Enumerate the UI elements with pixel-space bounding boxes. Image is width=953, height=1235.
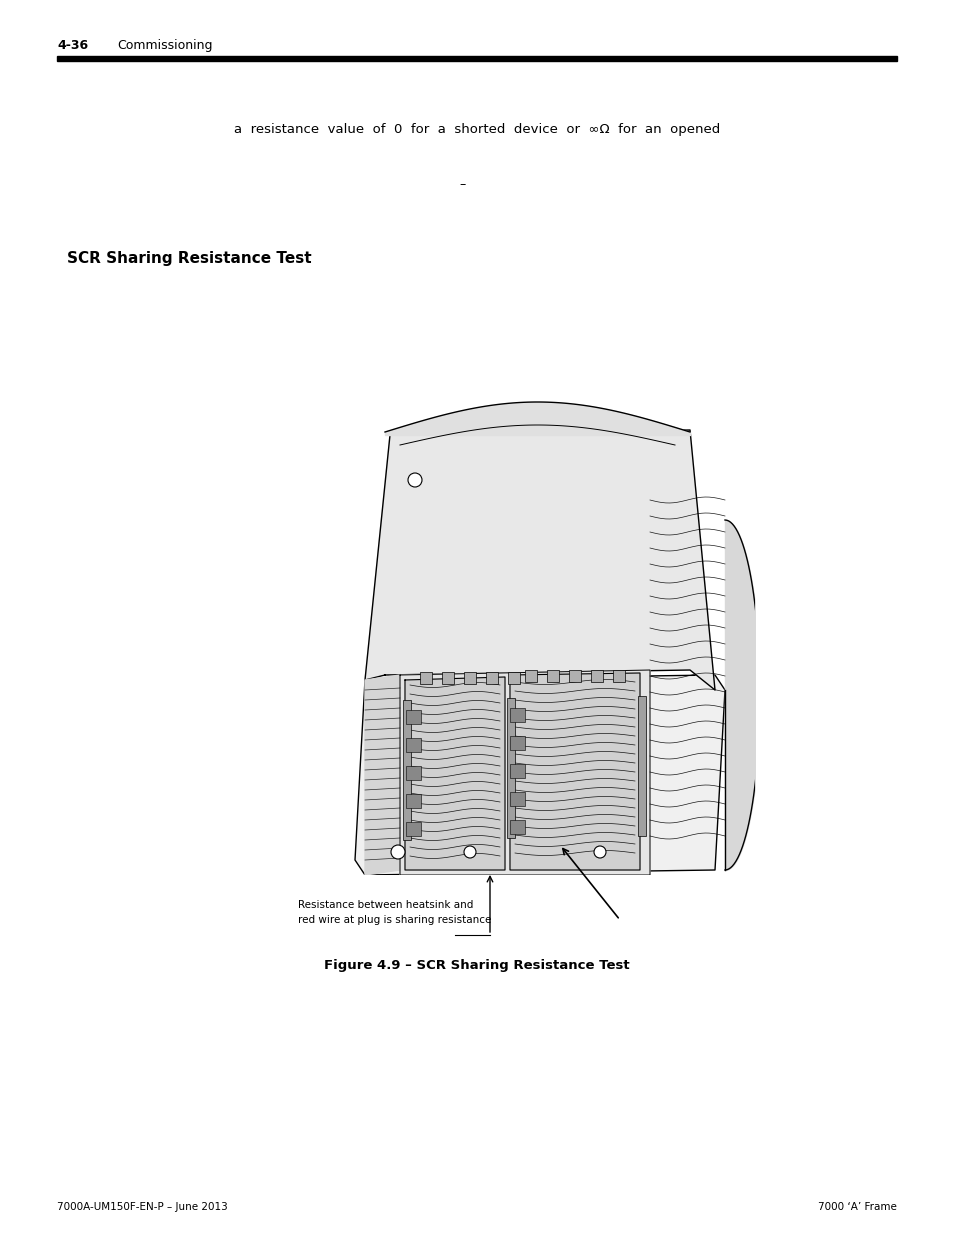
Text: a  resistance  value  of  0  for  a  shorted  device  or  ∞Ω  for  an  opened: a resistance value of 0 for a shorted de… (233, 124, 720, 137)
Text: red wire at plug is sharing resistance: red wire at plug is sharing resistance (297, 915, 491, 925)
Text: 7000 ‘A’ Frame: 7000 ‘A’ Frame (818, 1202, 896, 1212)
Bar (510, 736, 524, 750)
Bar (638, 697, 645, 836)
Bar (510, 820, 524, 834)
Text: SCR Sharing Resistance Test: SCR Sharing Resistance Test (67, 251, 312, 266)
Text: Commissioning: Commissioning (117, 40, 213, 52)
Bar (546, 671, 558, 682)
Polygon shape (405, 677, 504, 869)
Bar (406, 739, 420, 752)
Bar (485, 672, 497, 684)
Text: –: – (459, 179, 465, 191)
Bar (590, 671, 602, 682)
Bar (613, 671, 624, 682)
Bar (406, 794, 420, 808)
Bar (57, 56, 896, 61)
Polygon shape (365, 676, 399, 876)
Bar (507, 672, 519, 684)
Text: 7000A-UM150F-EN-P – June 2013: 7000A-UM150F-EN-P – June 2013 (57, 1202, 228, 1212)
Bar (402, 700, 411, 840)
Bar (419, 672, 432, 684)
Bar (406, 710, 420, 724)
Text: Figure 4.9 – SCR Sharing Resistance Test: Figure 4.9 – SCR Sharing Resistance Test (324, 958, 629, 972)
Text: 4-36: 4-36 (57, 40, 88, 52)
Bar (506, 698, 515, 839)
Text: Resistance between heatsink and: Resistance between heatsink and (297, 900, 473, 910)
Polygon shape (355, 676, 724, 876)
Bar (463, 672, 476, 684)
Bar (568, 671, 580, 682)
Bar (406, 766, 420, 781)
Circle shape (408, 473, 421, 487)
Polygon shape (365, 430, 714, 690)
Circle shape (391, 845, 405, 860)
Bar (510, 792, 524, 806)
Bar (524, 671, 537, 682)
Bar (441, 672, 454, 684)
Bar (510, 764, 524, 778)
Polygon shape (510, 673, 639, 869)
Circle shape (594, 846, 605, 858)
Bar (406, 823, 420, 836)
Polygon shape (399, 671, 649, 876)
Bar (510, 708, 524, 722)
Bar (310, 390, 754, 876)
Circle shape (463, 846, 476, 858)
